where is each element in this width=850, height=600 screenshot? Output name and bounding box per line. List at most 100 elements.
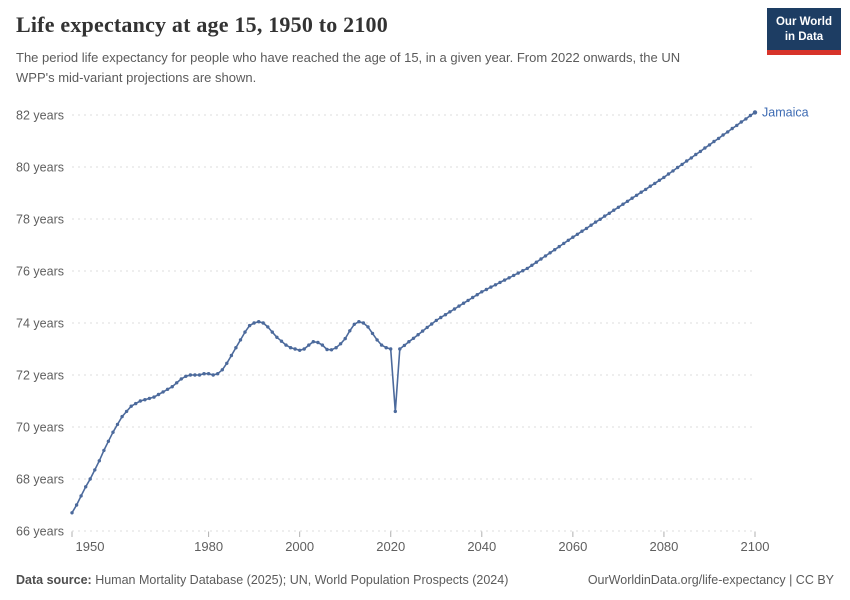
data-point[interactable] [507,276,511,280]
data-point[interactable] [739,120,743,124]
data-point[interactable] [266,325,270,329]
data-point[interactable] [680,162,684,167]
data-point[interactable] [420,329,425,333]
data-point[interactable] [580,229,584,233]
data-point[interactable] [152,395,156,399]
data-point[interactable] [685,159,689,163]
data-point[interactable] [343,336,347,341]
data-point[interactable] [735,123,739,128]
data-point[interactable] [411,336,416,340]
data-point[interactable] [220,368,224,372]
data-point[interactable] [598,217,602,221]
data-point[interactable] [175,381,179,385]
data-point[interactable] [70,511,74,515]
data-point[interactable] [102,448,106,453]
data-point[interactable] [325,347,329,352]
data-point[interactable] [448,310,452,314]
data-point[interactable] [439,315,443,320]
data-point[interactable] [402,343,407,348]
data-point[interactable] [156,392,161,397]
data-point[interactable] [338,342,343,346]
data-point[interactable] [502,278,507,282]
data-point[interactable] [407,340,411,344]
data-point[interactable] [721,133,725,137]
data-point[interactable] [320,343,325,347]
data-point[interactable] [612,208,616,212]
data-point[interactable] [480,290,484,294]
data-point[interactable] [393,409,397,414]
data-point[interactable] [726,130,730,134]
data-point[interactable] [252,321,256,325]
data-point[interactable] [279,339,284,343]
data-point[interactable] [703,146,707,150]
data-point[interactable] [184,374,188,378]
data-point[interactable] [716,136,721,141]
data-point[interactable] [147,396,152,401]
footer-link[interactable]: OurWorldinData.org/life-expectancy | CC … [587,573,834,587]
data-point[interactable] [625,199,630,203]
data-point[interactable] [489,285,493,289]
data-point[interactable] [430,322,434,326]
data-point[interactable] [307,343,311,347]
data-point[interactable] [398,347,402,351]
data-point[interactable] [384,346,388,350]
data-point[interactable] [562,241,566,246]
data-point[interactable] [334,346,338,350]
data-point[interactable] [557,244,561,249]
data-point[interactable] [584,226,589,231]
data-point[interactable] [639,190,643,194]
data-point[interactable] [120,414,124,419]
data-point[interactable] [238,338,243,342]
data-point[interactable] [498,280,502,285]
data-point[interactable] [425,325,429,330]
data-point[interactable] [361,321,366,325]
data-point[interactable] [416,333,420,337]
data-point[interactable] [621,202,625,206]
data-point[interactable] [170,385,174,389]
data-point[interactable] [534,260,539,264]
data-point[interactable] [434,318,438,323]
data-point[interactable] [484,287,489,292]
entity-label[interactable]: Jamaica [762,105,809,119]
data-point[interactable] [566,238,570,242]
data-point[interactable] [88,477,92,481]
data-point[interactable] [293,347,297,351]
data-point[interactable] [648,184,652,188]
data-point[interactable] [589,223,593,227]
data-point[interactable] [370,331,375,336]
data-point[interactable] [530,263,534,267]
data-point[interactable] [634,193,639,197]
data-point[interactable] [653,181,657,186]
data-point[interactable] [748,113,753,118]
data-point[interactable] [275,335,279,339]
data-point[interactable] [257,320,261,324]
series-jamaica[interactable]: Jamaica [70,105,809,515]
data-point[interactable] [243,330,247,334]
data-point[interactable] [188,373,193,377]
data-point[interactable] [516,271,520,275]
data-point[interactable] [707,143,712,147]
data-point[interactable] [316,340,320,345]
data-point[interactable] [571,235,575,239]
data-point[interactable] [216,372,220,376]
data-point[interactable] [471,295,475,300]
data-point[interactable] [165,387,170,391]
data-point[interactable] [311,340,315,344]
data-point[interactable] [179,377,183,381]
data-point[interactable] [671,169,675,173]
data-point[interactable] [698,149,703,154]
data-point[interactable] [379,343,384,347]
data-point[interactable] [302,347,306,351]
data-point[interactable] [521,269,525,273]
data-point[interactable] [443,313,448,317]
data-point[interactable] [543,254,548,258]
data-point[interactable] [352,322,356,326]
data-point[interactable] [329,348,334,352]
data-point[interactable] [607,211,611,215]
data-point[interactable] [366,325,370,329]
data-point[interactable] [457,304,461,308]
data-point[interactable] [466,298,470,303]
data-point[interactable] [375,338,379,342]
data-point[interactable] [662,175,666,180]
data-point[interactable] [675,165,680,170]
